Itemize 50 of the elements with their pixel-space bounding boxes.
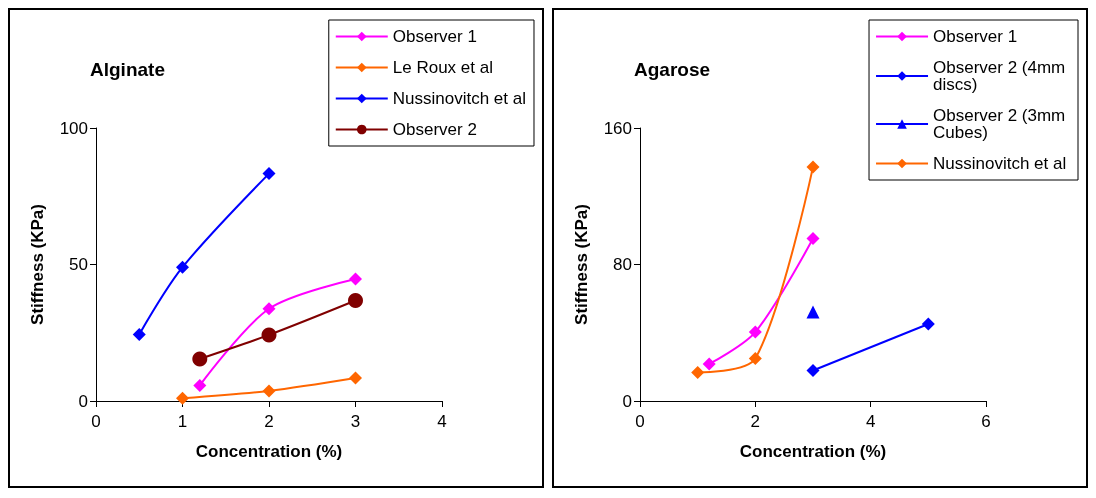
legend-label: Observer 1 — [933, 27, 1018, 46]
point — [702, 357, 716, 371]
legend-label: Le Roux et al — [392, 58, 493, 77]
y-tick-label: 0 — [78, 391, 88, 411]
point — [748, 352, 762, 366]
y-axis-title: Stiffness (KPa) — [28, 204, 47, 325]
point — [132, 327, 146, 341]
point — [348, 293, 363, 309]
point — [806, 160, 820, 174]
y-tick-label: 0 — [622, 391, 632, 411]
point — [262, 302, 276, 316]
chart-title: Agarose — [634, 59, 711, 80]
chart-title: Alginate — [90, 59, 165, 80]
point — [349, 371, 362, 385]
x-tick-label: 2 — [750, 412, 761, 431]
point — [193, 378, 207, 392]
y-tick-label: 100 — [59, 118, 88, 138]
point — [176, 391, 189, 405]
point — [806, 232, 820, 246]
y-tick-label: 160 — [603, 118, 632, 138]
y-tick-label: 50 — [69, 255, 88, 274]
legend-label: Nussinovitch et al — [392, 89, 527, 108]
point — [192, 351, 208, 367]
legend-label: Nussinovitch et al — [933, 154, 1067, 173]
point — [261, 327, 277, 343]
point — [748, 325, 762, 339]
x-axis-title: Concentration (%) — [195, 442, 343, 461]
legend-label: Observer 2 (4mm discs) — [933, 58, 1071, 94]
x-axis-title: Concentration (%) — [739, 442, 887, 461]
legend-label: Observer 1 — [392, 27, 477, 46]
x-tick-label: 4 — [865, 412, 876, 431]
point — [806, 363, 820, 377]
point — [262, 167, 276, 181]
point — [691, 366, 705, 380]
x-tick-label: 1 — [177, 412, 188, 431]
legend-label: Observer 2 — [392, 120, 477, 139]
x-tick-label: 2 — [264, 412, 274, 431]
x-tick-label: 0 — [635, 412, 645, 431]
point — [262, 384, 276, 398]
y-axis-title: Stiffness (KPa) — [572, 204, 591, 325]
x-tick-label: 4 — [437, 412, 447, 431]
point — [921, 317, 935, 331]
x-tick-label: 6 — [981, 412, 991, 431]
point — [176, 260, 189, 274]
point — [349, 272, 362, 286]
point — [806, 305, 820, 319]
legend-label: Observer 2 (3mm Cubes) — [933, 106, 1071, 142]
y-tick-label: 80 — [613, 255, 632, 274]
x-tick-label: 0 — [91, 412, 101, 431]
x-tick-label: 3 — [350, 412, 361, 431]
